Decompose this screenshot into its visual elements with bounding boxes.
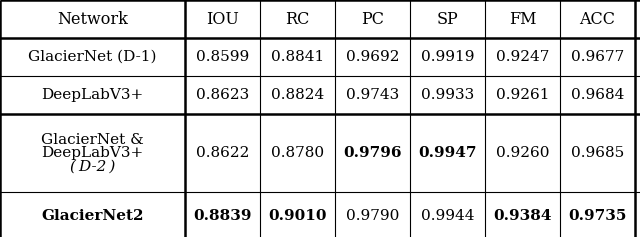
Text: 0.9260: 0.9260 — [496, 146, 549, 160]
Text: FM: FM — [509, 10, 536, 27]
Text: 0.9261: 0.9261 — [496, 88, 549, 102]
Text: RC: RC — [285, 10, 310, 27]
Text: 0.9743: 0.9743 — [346, 88, 399, 102]
Text: SP: SP — [436, 10, 458, 27]
Text: 0.9796: 0.9796 — [343, 146, 402, 160]
Text: 0.8780: 0.8780 — [271, 146, 324, 160]
Text: 0.8622: 0.8622 — [196, 146, 249, 160]
Text: 0.8839: 0.8839 — [193, 209, 252, 223]
Text: GlacierNet (D-1): GlacierNet (D-1) — [28, 50, 157, 64]
Text: 0.9684: 0.9684 — [571, 88, 624, 102]
Text: DeepLabV3+: DeepLabV3+ — [42, 88, 143, 102]
Text: 0.8841: 0.8841 — [271, 50, 324, 64]
Text: 0.9384: 0.9384 — [493, 209, 552, 223]
Text: 0.9919: 0.9919 — [420, 50, 474, 64]
Text: IOU: IOU — [206, 10, 239, 27]
Text: 0.9010: 0.9010 — [268, 209, 327, 223]
Text: 0.9685: 0.9685 — [571, 146, 624, 160]
Text: 0.8623: 0.8623 — [196, 88, 249, 102]
Text: Network: Network — [57, 10, 128, 27]
Text: 0.9790: 0.9790 — [346, 209, 399, 223]
Text: 0.8824: 0.8824 — [271, 88, 324, 102]
Text: 0.9677: 0.9677 — [571, 50, 624, 64]
Text: 0.9944: 0.9944 — [420, 209, 474, 223]
Text: ( D-2 ): ( D-2 ) — [70, 160, 115, 173]
Text: 0.9933: 0.9933 — [421, 88, 474, 102]
Text: 0.8599: 0.8599 — [196, 50, 249, 64]
Text: 0.9692: 0.9692 — [346, 50, 399, 64]
Text: DeepLabV3+: DeepLabV3+ — [42, 146, 143, 160]
Text: GlacierNet2: GlacierNet2 — [41, 209, 144, 223]
Text: 0.9947: 0.9947 — [419, 146, 477, 160]
Text: 0.9735: 0.9735 — [568, 209, 627, 223]
Text: PC: PC — [361, 10, 384, 27]
Text: 0.9247: 0.9247 — [496, 50, 549, 64]
Text: ACC: ACC — [579, 10, 616, 27]
Text: GlacierNet &: GlacierNet & — [41, 132, 144, 146]
